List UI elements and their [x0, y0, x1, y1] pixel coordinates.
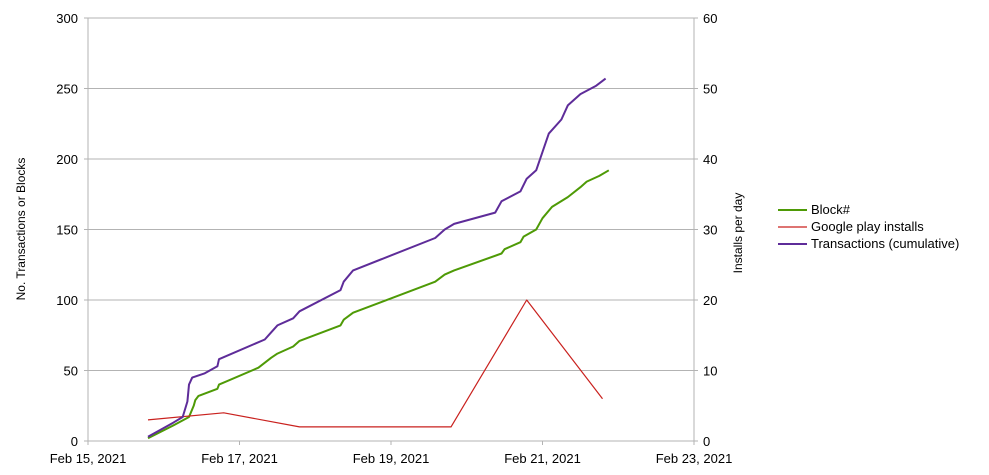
- y2-tick-label: 40: [703, 152, 717, 167]
- y-tick-label: 50: [64, 364, 78, 379]
- x-tick-label: Feb 21, 2021: [504, 451, 581, 466]
- legend-label: Block#: [811, 202, 851, 217]
- y-tick-label: 200: [56, 152, 78, 167]
- y2-tick-label: 60: [703, 11, 717, 26]
- y-tick-label: 100: [56, 293, 78, 308]
- y2-tick-label: 20: [703, 293, 717, 308]
- axes: [84, 17, 698, 445]
- series-line-transactions-cumulative: [147, 77, 607, 438]
- series-line-google-play-installs: [147, 299, 603, 428]
- y-tick-label: 300: [56, 11, 78, 26]
- gridlines: [88, 17, 694, 442]
- y-tick-label: 250: [56, 82, 78, 97]
- x-tick-label: Feb 19, 2021: [353, 451, 430, 466]
- y-tick-labels: 0 50 100 150 200 250 300: [56, 11, 78, 449]
- x-tick-label: Feb 23, 2021: [656, 451, 733, 466]
- y-tick-label: 150: [56, 223, 78, 238]
- x-tick-label: Feb 15, 2021: [50, 451, 127, 466]
- legend-label: Transactions (cumulative): [811, 236, 959, 251]
- y2-tick-labels: 0 10 20 30 40 50 60: [703, 11, 717, 449]
- legend-label: Google play installs: [811, 219, 924, 234]
- y-axis-title: No. Transactions or Blocks: [14, 158, 28, 301]
- y2-axis-title: Installs per day: [731, 193, 745, 274]
- legend: Block# Google play installs Transactions (…: [778, 202, 959, 251]
- y-tick-label: 0: [71, 434, 78, 449]
- y2-tick-label: 50: [703, 82, 717, 97]
- y2-tick-label: 10: [703, 364, 717, 379]
- y2-tick-label: 30: [703, 223, 717, 238]
- y2-tick-label: 0: [703, 434, 710, 449]
- series-line-block: [147, 169, 610, 440]
- x-tick-labels: Feb 15, 2021 Feb 17, 2021 Feb 19, 2021 Feb …: [50, 451, 733, 466]
- x-tick-label: Feb 17, 2021: [201, 451, 278, 466]
- series-group: [147, 77, 610, 440]
